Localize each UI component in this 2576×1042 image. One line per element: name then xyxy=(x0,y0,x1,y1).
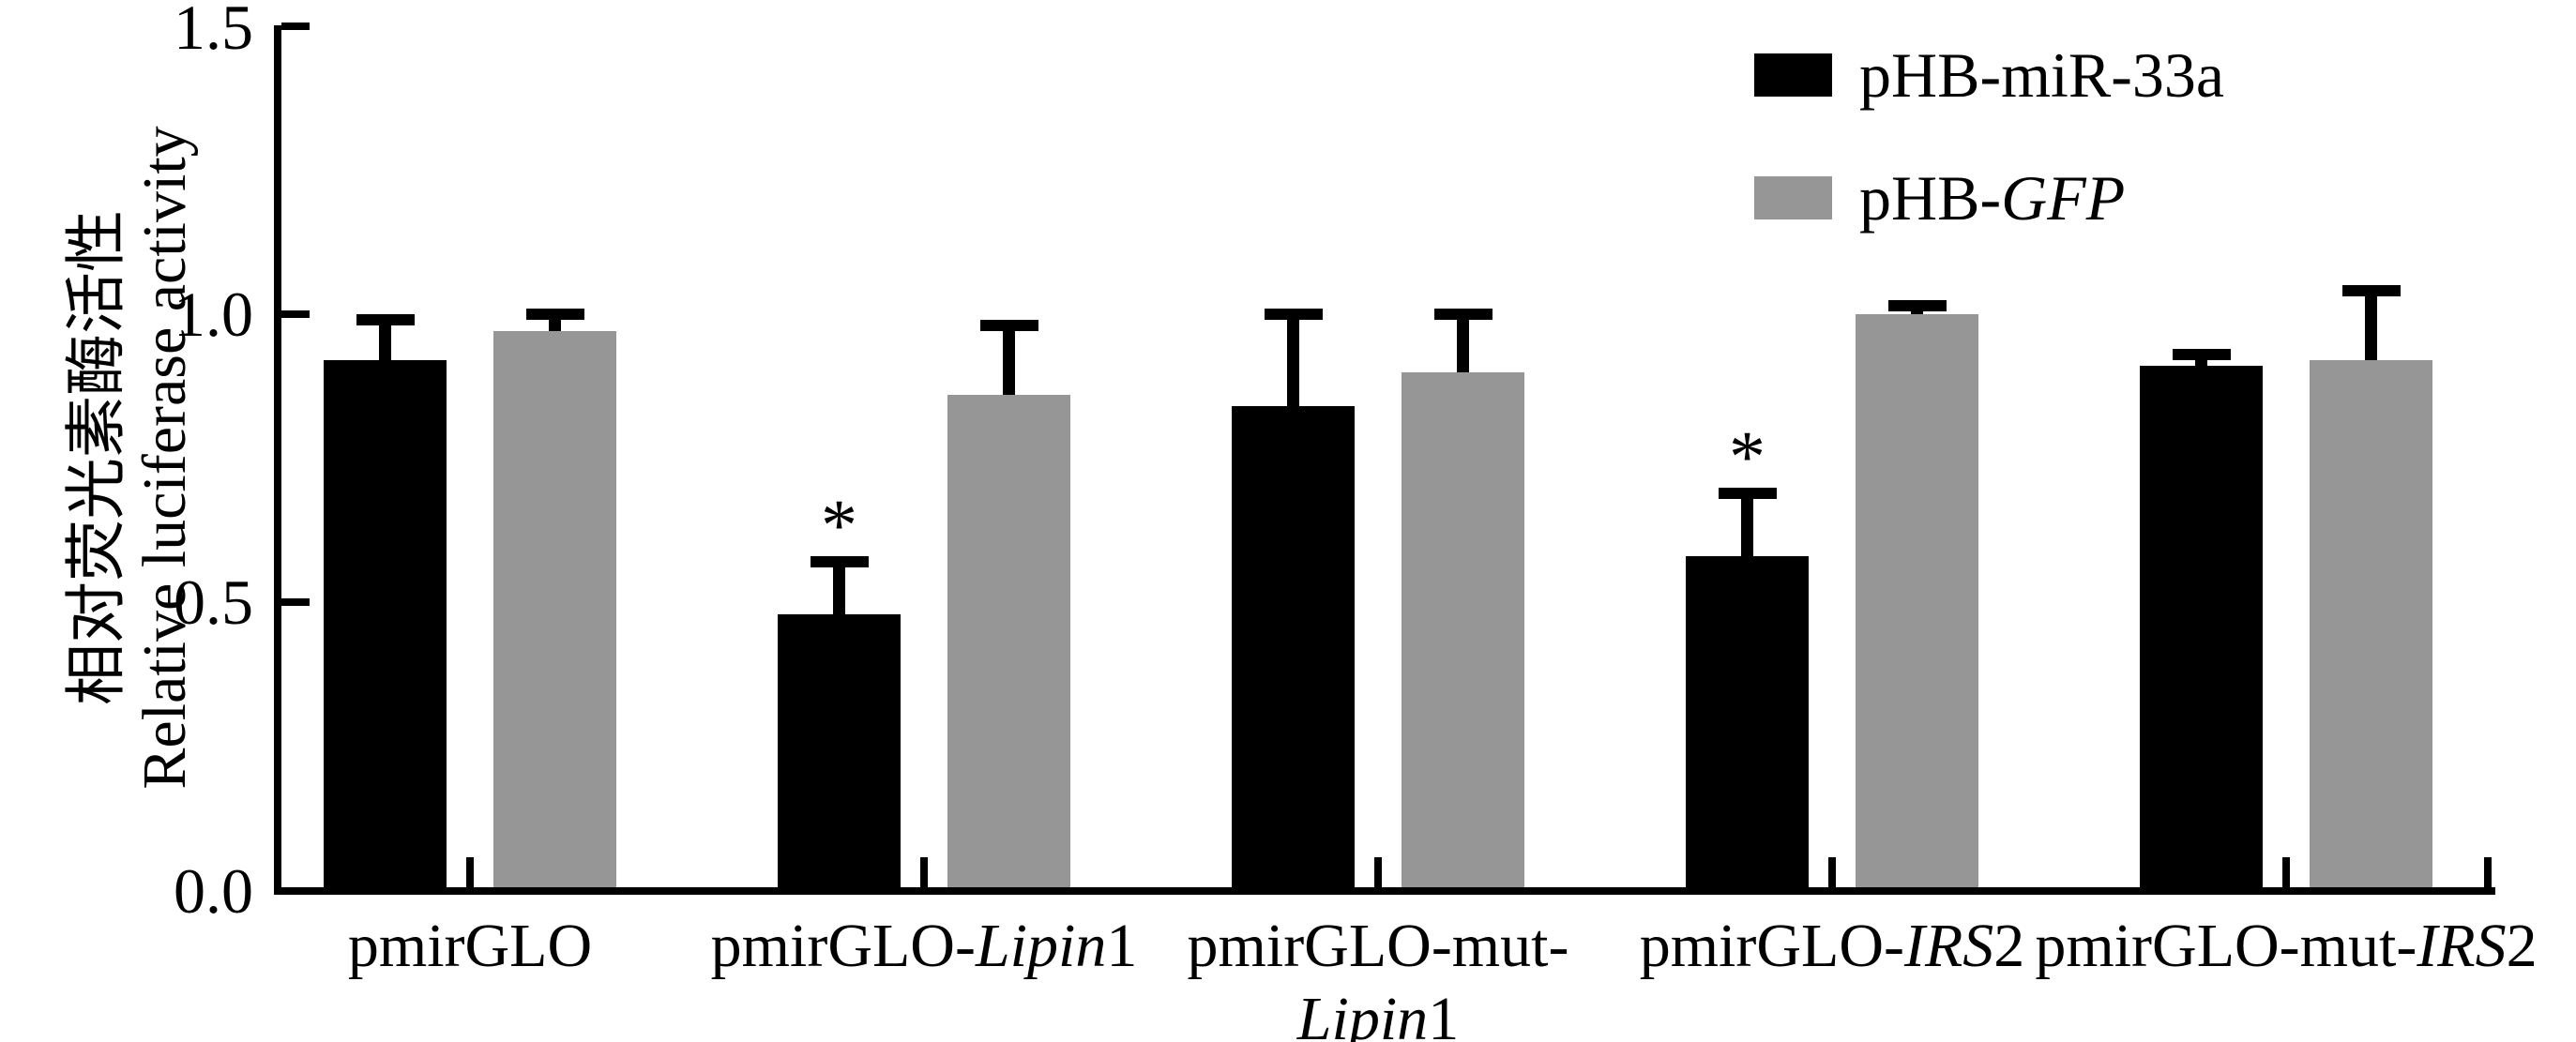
italic-text-segment: IRS xyxy=(1903,912,1994,980)
y-axis-line xyxy=(274,25,281,895)
text-segment: pHB-miR-33a xyxy=(1859,39,2225,111)
y-tick-mark-1.0 xyxy=(281,310,310,318)
text-segment: pHB- xyxy=(1859,162,2002,234)
error-bar-stem-phb-mir-33a-pmirglo-mut-lipin1 xyxy=(1287,314,1299,407)
significance-asterisk-pmirglo-irs2: * xyxy=(1729,415,1765,497)
x-category-label-line: pmirGLO-mut- xyxy=(1188,910,1569,983)
legend-swatch-phb-mir-33a xyxy=(1754,53,1832,97)
error-bar-stem-phb-mir-33a-pmirglo-lipin1 xyxy=(833,562,845,614)
significance-asterisk-pmirglo-lipin1: * xyxy=(821,484,857,566)
x-axis-line xyxy=(274,887,2495,895)
text-segment: 1 xyxy=(1428,985,1460,1042)
text-segment: pmirGLO xyxy=(347,912,593,980)
x-category-label-pmirglo: pmirGLO xyxy=(348,910,592,983)
x-category-label-line: pmirGLO-IRS2 xyxy=(1640,910,2025,983)
legend-label-phb-gfp: pHB-GFP xyxy=(1859,164,2125,232)
text-segment: 2 xyxy=(1993,912,2025,980)
x-axis-end-tick xyxy=(2484,857,2492,895)
bar-phb-mir-33a-pmirglo-mut-lipin1 xyxy=(1232,406,1355,891)
y-tick-label-1.5: 1.5 xyxy=(174,0,253,63)
italic-text-segment: Lipin xyxy=(1296,985,1429,1042)
y-tick-label-1.0: 1.0 xyxy=(174,279,253,350)
error-bar-cap-phb-gfp-pmirglo-mut-irs2 xyxy=(2341,285,2401,297)
error-bar-stem-phb-gfp-pmirglo-lipin1 xyxy=(1003,325,1015,396)
error-bar-cap-phb-mir-33a-pmirglo-lipin1 xyxy=(810,556,869,568)
error-bar-stem-phb-mir-33a-pmirglo xyxy=(379,320,391,361)
text-segment: 2 xyxy=(2506,912,2538,980)
x-category-label-line: pmirGLO-Lipin1 xyxy=(711,910,1138,983)
error-bar-cap-phb-gfp-pmirglo-mut-lipin1 xyxy=(1433,309,1493,320)
y-tick-mark-0.5 xyxy=(281,598,310,606)
italic-text-segment: GFP xyxy=(2001,162,2126,234)
text-segment: pmirGLO-mut- xyxy=(2035,912,2417,980)
bar-phb-mir-33a-pmirglo-mut-irs2 xyxy=(2140,366,2263,891)
error-bar-cap-phb-gfp-pmirglo-irs2 xyxy=(1887,299,1947,311)
x-category-label-line: Lipin1 xyxy=(1188,983,1569,1042)
error-bar-stem-phb-mir-33a-pmirglo-irs2 xyxy=(1741,492,1753,557)
y-tick-label-0.0: 0.0 xyxy=(174,855,253,927)
text-segment: 1 xyxy=(1106,912,1138,980)
x-category-label-pmirglo-lipin1: pmirGLO-Lipin1 xyxy=(711,910,1138,983)
bar-phb-gfp-pmirglo-mut-irs2 xyxy=(2310,360,2432,891)
legend-swatch-phb-gfp xyxy=(1754,176,1832,219)
bar-phb-gfp-pmirglo-lipin1 xyxy=(947,395,1070,891)
x-category-label-pmirglo-irs2: pmirGLO-IRS2 xyxy=(1640,910,2025,983)
bar-phb-mir-33a-pmirglo-irs2 xyxy=(1686,556,1809,891)
bar-phb-mir-33a-pmirglo xyxy=(324,360,447,891)
bar-phb-gfp-pmirglo-irs2 xyxy=(1856,314,1978,891)
x-category-label-pmirglo-mut-irs2: pmirGLO-mut-IRS2 xyxy=(2035,910,2537,983)
x-category-label-pmirglo-mut-lipin1: pmirGLO-mut- Lipin1 xyxy=(1188,910,1569,1042)
legend-label-phb-mir-33a: pHB-miR-33a xyxy=(1859,41,2224,109)
error-bar-stem-phb-gfp-pmirglo-mut-lipin1 xyxy=(1457,314,1469,372)
text-segment: pmirGLO- xyxy=(1639,912,1904,980)
bar-phb-mir-33a-pmirglo-lipin1 xyxy=(778,613,901,891)
y-axis-title-zh: 相对荧光素酶活性 xyxy=(63,210,131,705)
italic-text-segment: Lipin xyxy=(975,912,1107,980)
x-tick-mark-pmirglo-mut-lipin1 xyxy=(1374,857,1382,891)
y-axis-title: 相对荧光素酶活性 Relative luciferase activity xyxy=(63,8,199,908)
x-tick-mark-pmirglo-mut-irs2 xyxy=(2282,857,2290,891)
text-segment: pmirGLO-mut- xyxy=(1187,912,1569,980)
error-bar-cap-phb-gfp-pmirglo xyxy=(525,309,584,320)
error-bar-cap-phb-gfp-pmirglo-lipin1 xyxy=(979,320,1038,332)
x-category-label-line: pmirGLO xyxy=(348,910,592,983)
error-bar-cap-phb-mir-33a-pmirglo-mut-lipin1 xyxy=(1264,309,1323,320)
x-tick-mark-pmirglo-irs2 xyxy=(1828,857,1836,891)
bar-phb-gfp-pmirglo-mut-lipin1 xyxy=(1402,371,1524,891)
error-bar-stem-phb-gfp-pmirglo-mut-irs2 xyxy=(2365,291,2377,361)
x-tick-mark-pmirglo xyxy=(466,857,474,891)
y-axis-title-en: Relative luciferase activity xyxy=(130,126,199,790)
italic-text-segment: IRS xyxy=(2417,912,2507,980)
x-category-label-line: pmirGLO-mut-IRS2 xyxy=(2035,910,2537,983)
text-segment: pmirGLO- xyxy=(710,912,976,980)
x-tick-mark-pmirglo-lipin1 xyxy=(920,857,928,891)
y-tick-mark-1.5 xyxy=(281,23,310,30)
bar-phb-gfp-pmirglo xyxy=(493,331,616,891)
error-bar-cap-phb-mir-33a-pmirglo-irs2 xyxy=(1718,487,1777,499)
error-bar-cap-phb-mir-33a-pmirglo-mut-irs2 xyxy=(2172,349,2231,361)
y-tick-label-0.5: 0.5 xyxy=(174,566,253,638)
error-bar-cap-phb-mir-33a-pmirglo xyxy=(356,314,415,326)
